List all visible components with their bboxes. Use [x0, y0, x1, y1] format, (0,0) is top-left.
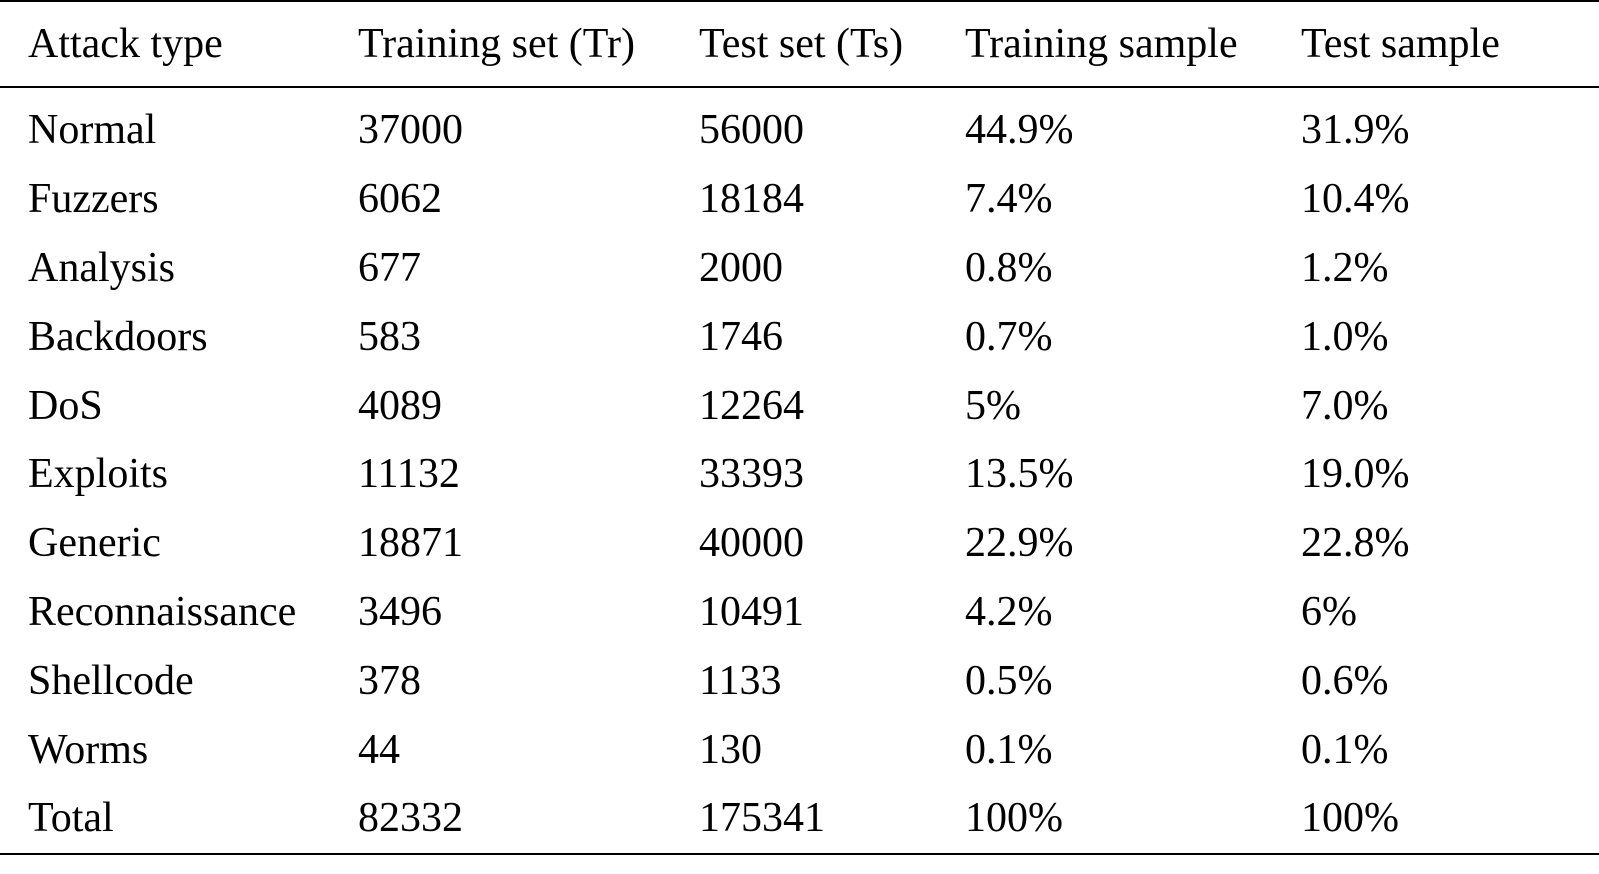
cell-test-set: 56000 [699, 107, 804, 154]
table-row-total: Total 82332 175341 100% 100% [0, 783, 1599, 855]
cell-test-sample: 0.6% [1301, 657, 1389, 704]
cell-test-set: 1133 [699, 657, 782, 704]
cell-training-sample: 0.7% [965, 313, 1053, 360]
cell-training-set: 37000 [358, 107, 463, 154]
cell-attack-type: Shellcode [28, 657, 194, 704]
cell-attack-type: Reconnaissance [28, 588, 297, 635]
cell-training-set: 677 [358, 244, 421, 291]
cell-attack-type: Backdoors [28, 313, 208, 360]
table-header: Attack type Training set (Tr) Test set (… [0, 0, 1599, 88]
cell-training-set: 82332 [356, 783, 697, 855]
table-row: Shellcode 378 1133 0.5% 0.6% [0, 646, 1599, 715]
cell-training-sample: 4.2% [965, 588, 1053, 635]
cell-training-set: 378 [358, 657, 421, 704]
cell-test-set: 10491 [699, 588, 804, 635]
column-header-training-sample: Training sample [963, 0, 1299, 88]
cell-training-sample: 0.5% [965, 657, 1053, 704]
cell-training-set: 18871 [358, 520, 463, 567]
cell-test-set: 130 [699, 726, 762, 773]
table-row: Backdoors 583 1746 0.7% 1.0% [0, 302, 1599, 371]
cell-attack-type: Total [0, 783, 356, 855]
cell-test-set: 1746 [699, 313, 783, 360]
table-body: Normal 37000 56000 44.9% 31.9% Fuzzers 6… [0, 87, 1599, 855]
cell-attack-type: Normal [28, 107, 157, 154]
cell-test-sample: 31.9% [1301, 107, 1410, 154]
cell-training-sample: 7.4% [965, 176, 1053, 223]
cell-training-sample: 0.1% [965, 726, 1053, 773]
cell-attack-type: Worms [28, 726, 149, 773]
cell-training-sample: 13.5% [965, 451, 1074, 498]
cell-training-set: 583 [358, 313, 421, 360]
cell-training-sample: 0.8% [965, 244, 1053, 291]
cell-test-sample: 100% [1299, 783, 1599, 855]
cell-training-sample: 22.9% [965, 520, 1074, 567]
cell-training-sample: 5% [965, 382, 1021, 429]
cell-test-set: 175341 [697, 783, 963, 855]
header-row: Attack type Training set (Tr) Test set (… [0, 0, 1599, 88]
cell-attack-type: DoS [28, 382, 103, 429]
table-row: Worms 44 130 0.1% 0.1% [0, 715, 1599, 784]
column-header-test-sample: Test sample [1299, 0, 1599, 88]
table-row: Analysis 677 2000 0.8% 1.2% [0, 234, 1599, 303]
cell-test-sample: 1.2% [1301, 244, 1389, 291]
table-row: Exploits 11132 33393 13.5% 19.0% [0, 440, 1599, 509]
cell-test-sample: 0.1% [1301, 726, 1389, 773]
table-row: Fuzzers 6062 18184 7.4% 10.4% [0, 165, 1599, 234]
cell-test-sample: 6% [1301, 588, 1357, 635]
cell-test-sample: 10.4% [1301, 176, 1410, 223]
cell-test-set: 33393 [699, 451, 804, 498]
cell-test-set: 18184 [699, 176, 804, 223]
table-row: Reconnaissance 3496 10491 4.2% 6% [0, 578, 1599, 647]
attack-type-table: Attack type Training set (Tr) Test set (… [0, 0, 1599, 855]
cell-attack-type: Exploits [28, 451, 169, 498]
column-header-training-set: Training set (Tr) [356, 0, 697, 88]
cell-test-set: 40000 [699, 520, 804, 567]
cell-test-sample: 7.0% [1301, 382, 1389, 429]
cell-training-set: 11132 [358, 451, 460, 498]
cell-training-set: 6062 [358, 176, 442, 223]
cell-training-set: 4089 [358, 382, 442, 429]
cell-test-sample: 19.0% [1301, 451, 1410, 498]
cell-test-set: 2000 [699, 244, 783, 291]
cell-attack-type: Analysis [28, 244, 175, 291]
cell-training-sample: 44.9% [965, 107, 1074, 154]
column-header-test-set: Test set (Ts) [697, 0, 963, 88]
cell-test-set: 12264 [699, 382, 804, 429]
table-row: DoS 4089 12264 5% 7.0% [0, 371, 1599, 440]
table-row: Normal 37000 56000 44.9% 31.9% [0, 87, 1599, 165]
cell-attack-type: Generic [28, 520, 161, 567]
cell-training-set: 44 [358, 726, 400, 773]
cell-training-sample: 100% [963, 783, 1299, 855]
cell-test-sample: 22.8% [1301, 520, 1410, 567]
cell-test-sample: 1.0% [1301, 313, 1389, 360]
cell-training-set: 3496 [358, 588, 442, 635]
cell-attack-type: Fuzzers [28, 176, 159, 223]
table-row: Generic 18871 40000 22.9% 22.8% [0, 509, 1599, 578]
column-header-attack-type: Attack type [0, 0, 356, 88]
